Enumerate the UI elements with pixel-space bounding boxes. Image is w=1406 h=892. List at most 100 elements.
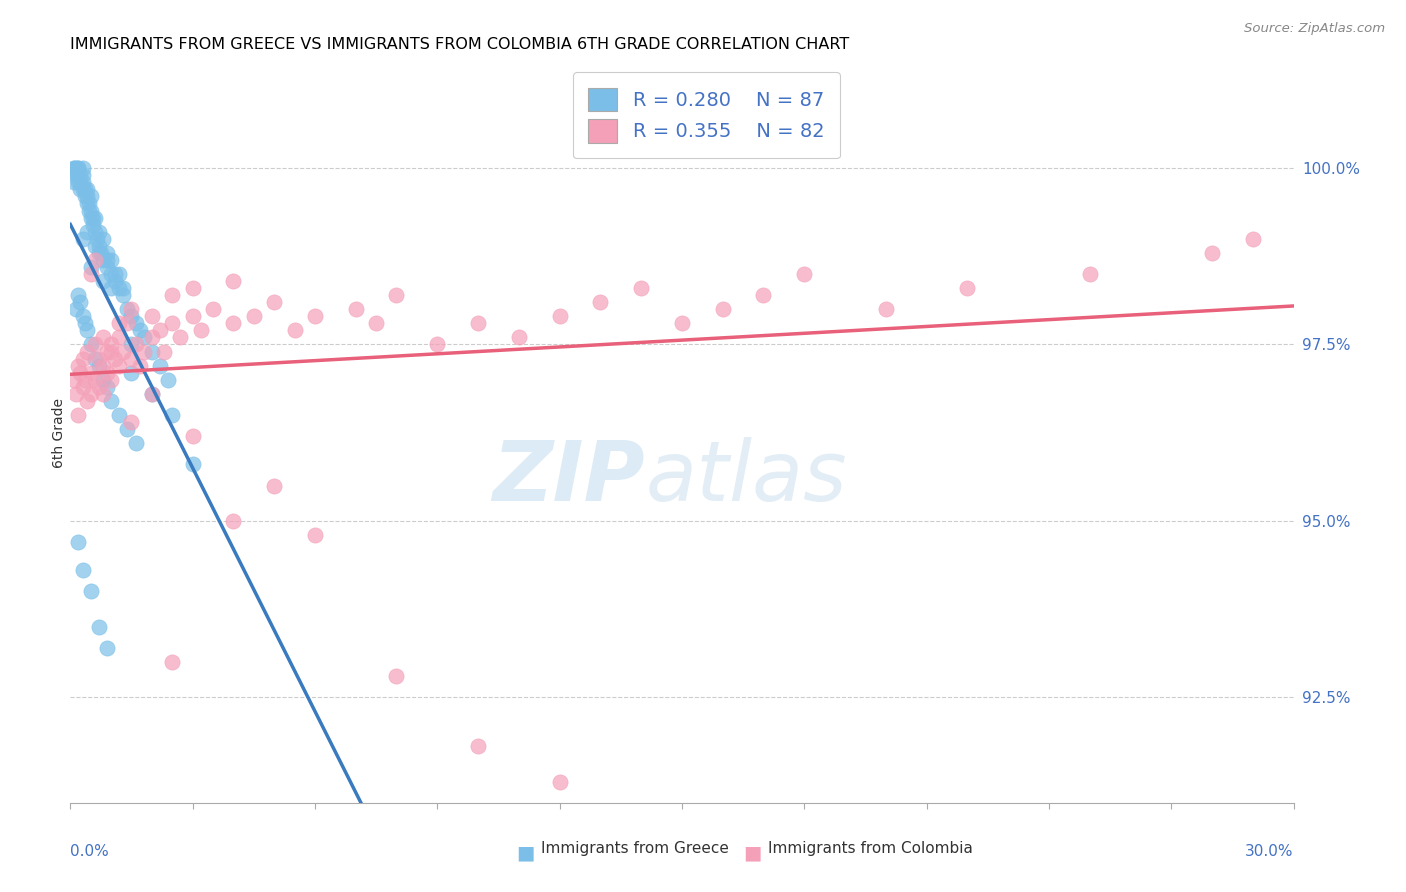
Point — [73, 373, 96, 387]
Point — [67, 168, 90, 182]
Point — [72, 380, 94, 394]
Point — [304, 310, 326, 324]
Point — [121, 337, 143, 351]
Point — [366, 316, 388, 330]
Point — [141, 330, 163, 344]
Point — [467, 739, 489, 754]
Point — [793, 267, 815, 281]
Point — [77, 196, 100, 211]
Point — [67, 175, 90, 189]
Point — [222, 274, 245, 288]
Point — [63, 175, 86, 189]
Point — [76, 344, 98, 359]
Point — [100, 267, 122, 281]
Point — [91, 373, 114, 387]
Point — [508, 330, 530, 344]
Point — [108, 359, 131, 373]
Point — [117, 316, 139, 330]
Point — [76, 225, 98, 239]
Point — [1078, 267, 1101, 281]
Point — [91, 232, 114, 246]
Point — [77, 203, 100, 218]
Point — [65, 161, 87, 176]
Point — [67, 288, 90, 302]
Point — [263, 295, 285, 310]
Point — [67, 359, 90, 373]
Point — [96, 380, 118, 394]
Point — [90, 245, 112, 260]
Point — [63, 373, 86, 387]
Point — [65, 168, 87, 182]
Point — [121, 351, 143, 366]
Point — [87, 245, 110, 260]
Text: 30.0%: 30.0% — [1246, 844, 1294, 858]
Point — [96, 260, 118, 274]
Point — [100, 337, 122, 351]
Point — [67, 161, 90, 176]
Point — [73, 182, 96, 196]
Point — [87, 359, 110, 373]
Point — [222, 316, 245, 330]
Point — [162, 288, 183, 302]
Point — [153, 344, 176, 359]
Point — [96, 252, 118, 267]
Point — [112, 344, 135, 359]
Point — [202, 302, 225, 317]
Point — [72, 563, 94, 577]
Text: ■: ■ — [517, 844, 536, 863]
Point — [100, 373, 122, 387]
Point — [108, 408, 131, 422]
Point — [73, 189, 96, 203]
Point — [63, 161, 86, 176]
Point — [79, 203, 103, 218]
Point — [141, 344, 163, 359]
Point — [426, 337, 449, 351]
Point — [83, 211, 105, 225]
Y-axis label: 6th Grade: 6th Grade — [52, 398, 66, 467]
Point — [263, 478, 285, 492]
Point — [875, 302, 897, 317]
Point — [190, 323, 212, 337]
Point — [83, 351, 105, 366]
Point — [1201, 245, 1223, 260]
Point — [86, 232, 108, 246]
Point — [91, 387, 114, 401]
Legend: R = 0.280    N = 87, R = 0.355    N = 82: R = 0.280 N = 87, R = 0.355 N = 82 — [572, 72, 841, 159]
Point — [72, 182, 94, 196]
Point — [243, 310, 266, 324]
Point — [128, 359, 150, 373]
Point — [76, 196, 98, 211]
Point — [79, 211, 103, 225]
Point — [149, 323, 172, 337]
Text: Source: ZipAtlas.com: Source: ZipAtlas.com — [1244, 22, 1385, 36]
Point — [83, 373, 105, 387]
Point — [117, 422, 139, 436]
Text: Immigrants from Colombia: Immigrants from Colombia — [768, 841, 973, 856]
Point — [65, 387, 87, 401]
Point — [108, 330, 131, 344]
Point — [181, 281, 204, 295]
Point — [83, 337, 105, 351]
Point — [83, 239, 105, 253]
Text: atlas: atlas — [645, 436, 846, 517]
Point — [72, 168, 94, 182]
Point — [96, 344, 118, 359]
Point — [108, 267, 131, 281]
Point — [79, 267, 103, 281]
Point — [589, 295, 612, 310]
Point — [91, 252, 114, 267]
Point — [181, 429, 204, 443]
Point — [181, 310, 204, 324]
Point — [752, 288, 775, 302]
Point — [124, 316, 146, 330]
Point — [385, 669, 408, 683]
Point — [117, 302, 139, 317]
Point — [76, 189, 98, 203]
Point — [69, 168, 91, 182]
Point — [72, 310, 94, 324]
Point — [671, 316, 693, 330]
Point — [100, 281, 122, 295]
Point — [121, 302, 143, 317]
Point — [91, 330, 114, 344]
Point — [67, 408, 90, 422]
